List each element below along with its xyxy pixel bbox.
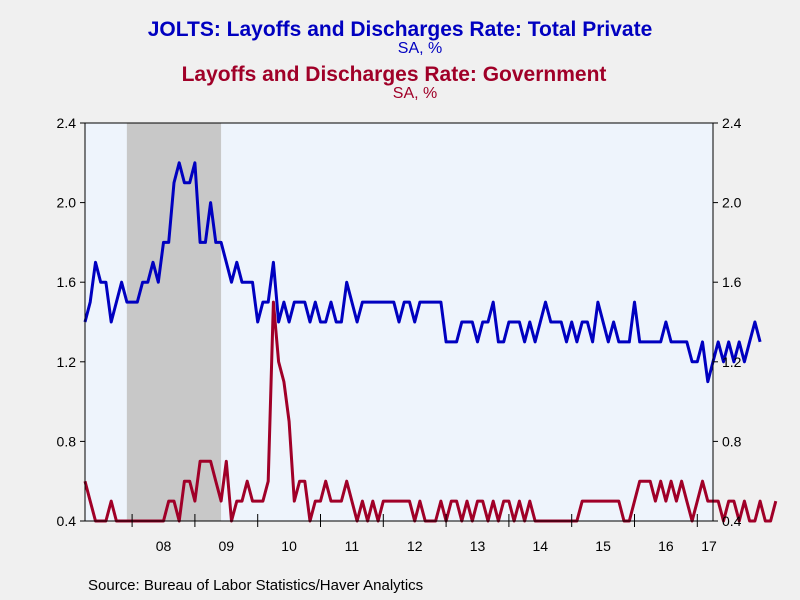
x-tick-label: 11	[345, 538, 360, 554]
x-tick-label: 16	[658, 538, 674, 554]
x-tick-label: 13	[470, 538, 486, 554]
x-tick-label: 09	[219, 538, 235, 554]
source-note: Source: Bureau of Labor Statistics/Haver…	[88, 577, 424, 594]
chart-title-government: Layoffs and Discharges Rate: Government	[181, 63, 607, 86]
y-tick-label-right: 2.0	[722, 195, 742, 211]
y-tick-label-left: 1.2	[57, 354, 77, 370]
x-tick-label: 17	[701, 538, 717, 554]
y-tick-label-right: 0.4	[722, 513, 742, 529]
y-tick-label-right: 1.6	[722, 274, 742, 290]
chart-title-private: JOLTS: Layoffs and Discharges Rate: Tota…	[147, 18, 653, 41]
y-tick-label-left: 0.8	[57, 433, 77, 449]
plot-frame	[84, 122, 714, 522]
x-tick-label: 15	[595, 538, 611, 554]
y-tick-label-left: 1.6	[57, 274, 77, 290]
x-tick-label: 10	[281, 538, 297, 554]
y-tick-label-left: 2.0	[57, 195, 77, 211]
y-tick-label-left: 0.4	[57, 513, 77, 529]
y-tick-label-right: 0.8	[722, 433, 742, 449]
series-line-private	[83, 161, 762, 384]
x-tick-label: 08	[156, 538, 172, 554]
y-tick-label-right: 2.4	[722, 115, 742, 131]
y-tick-label-right: 1.2	[722, 354, 742, 370]
y-tick-label-left: 2.4	[57, 115, 77, 131]
chart-subtitle-private: SA, %	[397, 40, 443, 57]
chart-subtitle-government: SA, %	[392, 85, 438, 102]
x-tick-label: 14	[533, 538, 549, 554]
x-tick-label: 12	[407, 538, 423, 554]
